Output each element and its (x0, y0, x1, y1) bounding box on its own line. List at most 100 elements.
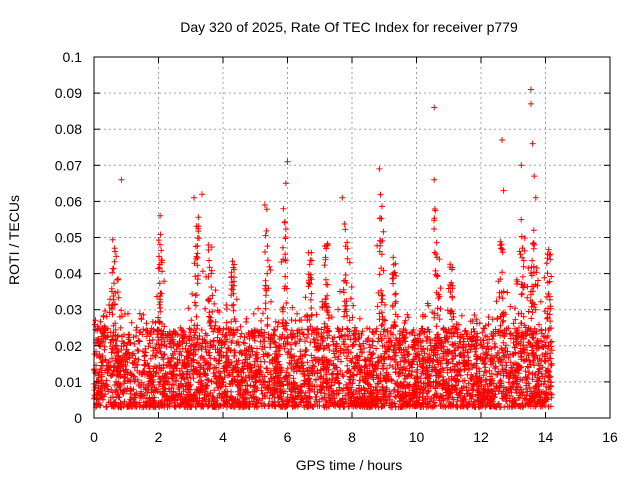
data-point (343, 385, 350, 392)
data-point (288, 398, 295, 405)
data-point (436, 397, 443, 404)
data-point (149, 318, 156, 325)
data-point (431, 206, 438, 212)
data-point (298, 326, 305, 333)
data-point (206, 365, 213, 372)
data-point (293, 368, 300, 375)
data-point (393, 394, 399, 401)
data-point (344, 255, 351, 262)
data-point (396, 330, 403, 337)
data-point (275, 319, 282, 326)
data-point (262, 300, 269, 307)
data-point (289, 403, 296, 410)
data-point (140, 311, 147, 318)
data-point (100, 330, 107, 337)
data-point (199, 340, 206, 347)
data-point (515, 324, 522, 331)
data-point (180, 383, 187, 390)
data-point (185, 389, 191, 396)
data-point (452, 382, 459, 389)
data-point (402, 393, 409, 400)
data-point (428, 347, 435, 354)
data-point (261, 358, 268, 365)
data-point (126, 355, 133, 361)
data-point (442, 404, 449, 411)
data-point (484, 389, 491, 396)
data-point (157, 298, 164, 305)
data-point (274, 323, 281, 330)
data-point (505, 325, 512, 332)
data-point (517, 251, 524, 258)
data-point (500, 187, 507, 194)
data-point (104, 369, 111, 376)
data-point (124, 369, 131, 376)
data-point (276, 401, 282, 408)
data-point (449, 356, 456, 363)
data-point (264, 315, 271, 322)
data-point (379, 335, 385, 342)
data-point (232, 349, 239, 356)
data-point (221, 390, 228, 397)
data-point (174, 341, 181, 348)
data-point (122, 374, 129, 381)
data-point (160, 328, 167, 335)
data-point (283, 300, 290, 306)
data-point (210, 370, 217, 377)
data-point (194, 359, 200, 366)
data-point (275, 342, 282, 349)
data-point (499, 137, 505, 143)
data-point (132, 355, 139, 362)
data-point (317, 367, 324, 373)
data-point (235, 400, 242, 407)
data-point (115, 394, 122, 401)
data-point (251, 395, 258, 402)
data-point (382, 333, 388, 339)
data-point (282, 218, 288, 225)
data-point (115, 353, 121, 360)
data-point (378, 354, 385, 361)
data-point (376, 310, 383, 317)
data-point (322, 295, 329, 302)
data-point (288, 354, 295, 361)
data-point (130, 373, 137, 380)
data-point (211, 300, 218, 307)
data-point (548, 325, 555, 332)
data-point (361, 356, 368, 363)
data-point (207, 338, 214, 345)
data-point (531, 371, 538, 378)
data-point (251, 337, 258, 344)
data-point (272, 387, 279, 394)
data-point (513, 361, 520, 368)
data-point (360, 340, 367, 347)
data-point (367, 344, 374, 351)
data-point (264, 257, 271, 264)
data-point (507, 359, 514, 366)
data-point (194, 387, 201, 394)
data-point (225, 372, 232, 379)
data-point (425, 388, 431, 395)
data-point (324, 342, 331, 349)
data-point (460, 383, 467, 390)
data-point (267, 367, 274, 374)
data-point (310, 327, 317, 334)
data-point (499, 329, 506, 336)
data-point (214, 334, 221, 341)
data-point (500, 368, 507, 375)
data-point (228, 359, 235, 366)
data-point (144, 398, 151, 405)
data-point (152, 388, 159, 395)
data-point (454, 326, 461, 333)
data-point (230, 307, 237, 314)
data-point (319, 358, 326, 365)
data-point (303, 334, 310, 341)
data-point (206, 402, 213, 408)
data-point (484, 340, 491, 347)
data-point (391, 344, 398, 351)
data-point (487, 402, 494, 409)
data-point (409, 368, 416, 375)
data-point (461, 366, 468, 372)
data-point (173, 365, 180, 372)
data-point (352, 331, 358, 338)
data-point (281, 285, 288, 292)
data-point (547, 256, 554, 263)
